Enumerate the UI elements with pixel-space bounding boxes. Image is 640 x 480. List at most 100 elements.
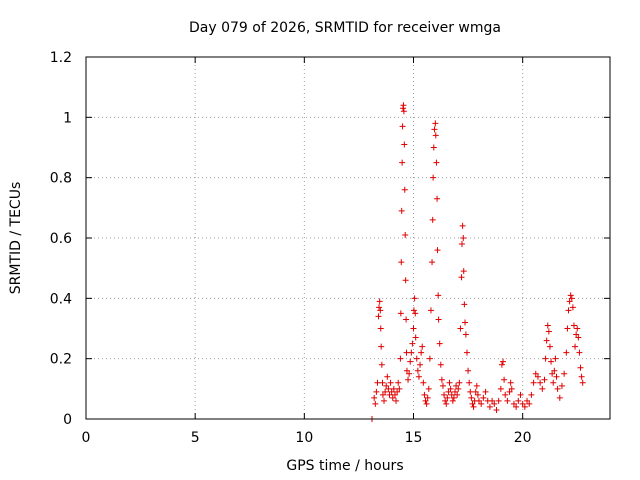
data-point [544,322,551,329]
data-point [458,274,465,281]
data-point [500,358,507,365]
data-point [445,388,452,395]
data-point [442,397,449,404]
data-point [426,355,433,362]
data-point [567,292,574,299]
data-point [431,126,438,133]
data-point [448,391,455,398]
data-point [498,361,505,368]
data-point [554,385,561,392]
tick-labels: 0 5 10 15 20 0 0.2 0.4 0.6 0.8 1 1.2 [50,50,532,446]
data-point [506,388,513,395]
data-point [474,391,481,398]
data-point [579,379,586,386]
data-point [388,388,395,395]
data-point [552,355,559,362]
data-point [371,394,378,401]
data-point [449,397,456,404]
data-point [436,340,443,347]
x-tick-label: 10 [295,430,313,446]
data-point [458,241,465,248]
data-point [542,355,549,362]
data-point [405,376,412,383]
data-point [434,195,441,202]
data-point [491,400,498,407]
data-point [389,394,396,401]
data-point [444,394,451,401]
x-tick-label: 15 [405,430,423,446]
data-point [401,186,408,193]
data-point [417,361,424,368]
data-point [433,159,440,166]
data-point [459,222,466,229]
data-point [537,379,544,386]
data-point [453,382,460,389]
data-point [408,349,415,356]
data-point [376,304,383,311]
y-tick-label: 0.2 [50,352,72,368]
data-point [578,373,585,380]
data-point [373,388,380,395]
data-point [524,397,531,404]
data-point [517,391,524,398]
data-points [369,102,586,422]
data-point [451,388,458,395]
data-point [563,349,570,356]
data-point [521,403,528,410]
data-point [508,385,515,392]
data-point [379,379,386,386]
data-point [413,355,420,362]
data-point [411,295,418,302]
data-point [455,385,462,392]
data-point [543,337,550,344]
data-point [381,397,388,404]
axis-ticks [85,56,610,420]
data-point [378,361,385,368]
data-point [457,325,464,332]
y-tick-label: 0.8 [50,171,72,187]
data-point [398,207,405,214]
data-point [489,397,496,404]
data-point [435,316,442,323]
y-tick-label: 0 [63,412,72,428]
data-point [510,400,517,407]
data-point [383,382,390,389]
data-point [482,388,489,395]
data-point [566,298,573,305]
data-point [435,292,442,299]
data-point [466,379,473,386]
data-point [526,400,533,407]
data-point [395,379,402,386]
data-point [462,319,469,326]
data-point [409,340,416,347]
x-axis-label: GPS time / hours [286,458,403,474]
data-point [424,394,431,401]
data-point [574,325,581,332]
data-point [551,367,558,374]
data-point [372,400,379,407]
data-point [390,385,397,392]
y-tick-label: 0.6 [50,231,72,247]
data-point [375,313,382,320]
data-point [561,370,568,377]
data-point [385,385,392,392]
data-point [414,367,421,374]
data-point [472,388,479,395]
data-point [418,349,425,356]
data-point [460,268,467,275]
x-tick-label: 5 [191,430,200,446]
data-point [432,120,439,127]
data-point [493,406,500,413]
data-point [420,379,427,386]
data-point [454,391,461,398]
data-point [450,394,457,401]
data-point [476,397,482,404]
data-point [376,298,383,305]
data-point [407,358,414,365]
data-point [570,322,577,329]
data-point [412,334,419,341]
data-point [399,159,406,166]
data-point [374,379,381,386]
x-tick-label: 20 [514,430,532,446]
